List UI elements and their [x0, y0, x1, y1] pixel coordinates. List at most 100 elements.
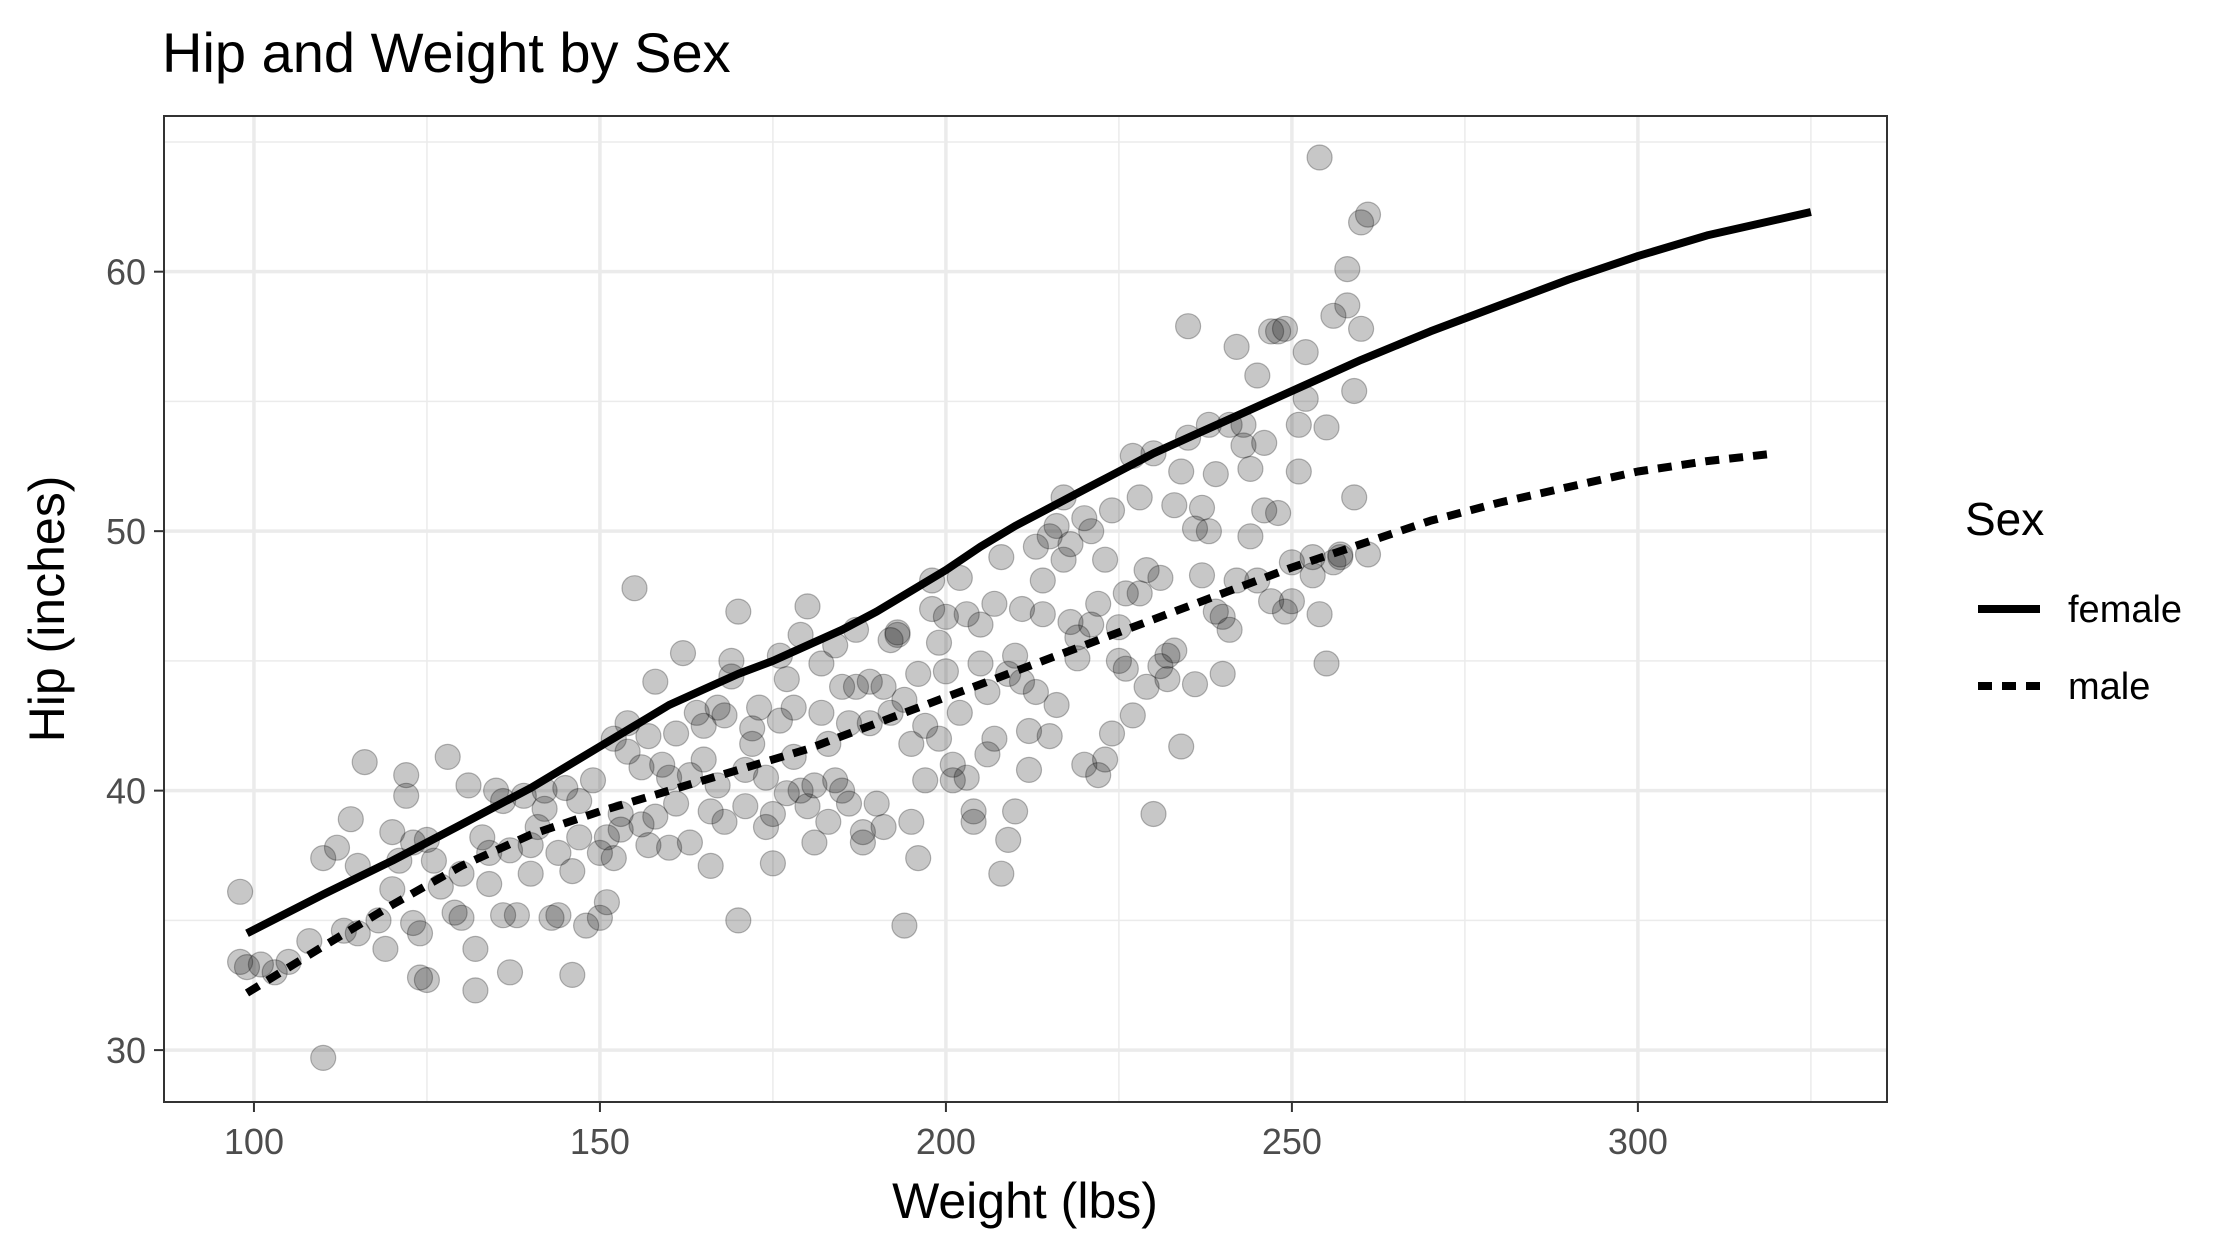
x-tick-label: 300 [1608, 1121, 1668, 1162]
data-point [822, 767, 849, 794]
data-point [995, 826, 1022, 854]
data-point [974, 741, 1001, 768]
legend-label-female: female [2068, 589, 2182, 631]
data-point [725, 907, 752, 934]
data-point [1195, 518, 1223, 545]
data-point [607, 816, 634, 843]
data-point [925, 629, 953, 656]
data-point [946, 699, 973, 726]
data-point [745, 694, 773, 721]
data-point [863, 790, 890, 817]
data-point [400, 909, 427, 937]
data-point [1257, 318, 1285, 345]
data-point [697, 852, 724, 880]
data-point [1001, 642, 1029, 669]
data-point [572, 912, 600, 939]
data-point [870, 673, 897, 700]
data-point [1126, 484, 1153, 511]
legend-label-male: male [2068, 666, 2150, 708]
data-point [455, 772, 482, 799]
data-point [1341, 377, 1368, 405]
data-point [441, 899, 468, 926]
data-point [310, 1044, 337, 1072]
data-point [635, 722, 662, 750]
data-point [815, 808, 842, 835]
data-point [912, 712, 939, 739]
data-point [1064, 624, 1091, 651]
data-point [1244, 362, 1271, 389]
data-point [1133, 556, 1160, 584]
data-point [759, 800, 787, 828]
data-point [490, 902, 517, 929]
data-point [967, 650, 994, 677]
y-tick-label: 50 [106, 511, 146, 552]
data-point [808, 699, 835, 726]
data-point [988, 543, 1015, 571]
data-point [794, 793, 821, 820]
data-point [1015, 756, 1043, 784]
data-point [1209, 660, 1236, 688]
data-point [1078, 611, 1105, 638]
data-point [434, 743, 461, 771]
data-point [739, 715, 766, 742]
data-point [1181, 671, 1209, 698]
data-point [1085, 761, 1112, 789]
data-point [1133, 673, 1160, 700]
data-point [1278, 588, 1306, 615]
data-point [406, 964, 434, 991]
data-point [1264, 499, 1292, 527]
data-point [884, 619, 911, 646]
data-point [683, 699, 710, 726]
data-point [905, 660, 932, 688]
data-point [1292, 339, 1319, 366]
data-point [780, 694, 807, 721]
data-point [351, 748, 378, 776]
data-point [1147, 564, 1174, 592]
data-point [552, 774, 579, 802]
data-point [711, 702, 738, 729]
data-point [808, 650, 835, 677]
data-point [891, 912, 918, 939]
x-tick-label: 100 [224, 1121, 284, 1162]
data-point [849, 818, 877, 846]
legend: Sex female male [1965, 493, 2182, 708]
data-point [1313, 414, 1340, 441]
data-point [1147, 652, 1174, 680]
legend-title: Sex [1965, 493, 2044, 545]
data-point [559, 857, 586, 885]
data-point [1188, 562, 1216, 589]
data-point [981, 725, 1008, 752]
data-point [1264, 318, 1292, 345]
data-point [642, 803, 669, 830]
data-point [988, 860, 1015, 887]
data-point [621, 575, 648, 602]
smooth-lines [244, 208, 1812, 997]
data-point [1098, 720, 1126, 747]
data-point [828, 777, 856, 804]
data-point [1230, 432, 1257, 459]
data-point [1347, 209, 1375, 236]
x-tick-label: 200 [916, 1121, 976, 1162]
data-point [579, 767, 607, 794]
x-axis-title: Weight (lbs) [892, 1173, 1158, 1229]
data-point [1105, 647, 1133, 675]
data-point [628, 754, 655, 781]
data-point [1112, 580, 1139, 607]
data-point [1306, 144, 1333, 171]
data-point [517, 860, 544, 887]
data-point [1043, 691, 1070, 719]
data-point [905, 844, 932, 872]
data-point [655, 834, 683, 861]
data-point [1237, 523, 1264, 550]
data-point [614, 738, 641, 765]
data-point [870, 813, 897, 841]
data-point [1313, 650, 1340, 677]
data-point [690, 712, 717, 739]
data-point [310, 844, 337, 872]
data-point [1174, 313, 1202, 340]
data-point [462, 935, 489, 963]
data-point [925, 725, 953, 752]
data-point [739, 730, 766, 758]
